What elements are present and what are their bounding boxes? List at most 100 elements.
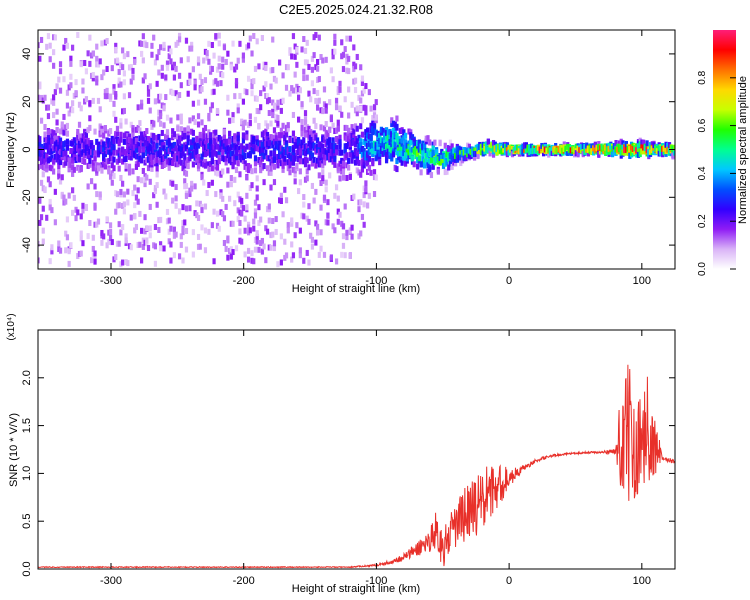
spectrogram-cell [131, 132, 135, 139]
spectrogram-cell [98, 141, 102, 148]
spectrogram-cell [295, 163, 299, 170]
spectrogram-cell [369, 169, 373, 176]
spectrogram-cell [265, 98, 270, 105]
spectrogram-cell [255, 95, 259, 102]
spectrogram-cell [203, 247, 208, 254]
spectrogram-cell [257, 220, 261, 227]
spectrogram-cell [88, 154, 92, 161]
spectrogram-cell [196, 233, 201, 240]
spectrogram-cell [367, 155, 371, 162]
spectrogram-x-label: Height of straight line (km) [292, 283, 420, 295]
spectrogram-cell [362, 155, 366, 162]
spectrogram-cell [623, 147, 627, 154]
spectrogram-cell [309, 232, 313, 239]
spectrogram-cell [286, 222, 290, 229]
spectrogram-cell [288, 49, 292, 56]
spectrogram-cell [222, 140, 227, 147]
spectrogram-cell [191, 115, 195, 122]
spectrogram-cell [114, 116, 118, 123]
spectrogram-cell [505, 151, 509, 158]
spectrogram-cell [103, 151, 107, 158]
spectrogram-cell [331, 142, 335, 149]
spectrogram-cell [348, 173, 352, 180]
spectrogram-cell [264, 140, 268, 147]
spectrogram-cell [336, 218, 340, 225]
spectrogram-cell [283, 254, 287, 261]
spectrogram-cell [119, 118, 123, 125]
snr-y-label: SNR (10 * V/V) [8, 413, 20, 487]
spectrogram-cell [314, 162, 318, 169]
spectrogram-cell [219, 140, 223, 147]
spectrogram-cell [52, 49, 56, 56]
spectrogram-cell [41, 148, 45, 155]
spectrogram-cell [91, 252, 95, 259]
spectrogram-cell [245, 192, 249, 199]
spectrogram-cell [174, 145, 178, 152]
spectrogram-cell [241, 56, 245, 63]
spectrogram-cell [265, 228, 270, 235]
spectrogram-cell [619, 138, 623, 145]
spectrogram-cell [243, 215, 247, 222]
spectrogram-cell [217, 154, 221, 161]
spectrogram-cell [535, 147, 539, 154]
spectrogram-cell [328, 99, 332, 106]
spectrogram-cell [140, 40, 144, 47]
spectrogram-cell [278, 197, 282, 204]
spectrogram-cell [145, 128, 149, 135]
spectrogram-cell [388, 149, 392, 156]
spectrogram-cell [241, 120, 245, 127]
spectrogram-cell [359, 230, 363, 237]
spectrogram-cell [119, 229, 123, 236]
spectrogram-cell [284, 149, 289, 156]
spectrogram-cell [269, 184, 273, 191]
spectrogram-cell [279, 132, 283, 139]
spectrogram-cell [243, 251, 247, 258]
spectrogram-cell [183, 178, 187, 185]
spectrogram-cell [469, 153, 473, 160]
spectrogram-cell [367, 192, 371, 199]
spectrogram-cell [345, 142, 349, 149]
spectrogram-cell [209, 106, 213, 113]
spectrogram-cell [155, 182, 159, 189]
spectrogram-y-tick-label: -20 [21, 189, 33, 205]
spectrogram-cell [340, 168, 344, 175]
spectrogram-cell [571, 146, 575, 153]
spectrogram-cell [53, 34, 57, 41]
spectrogram-cell [100, 146, 104, 153]
spectrogram-cell [664, 148, 668, 155]
spectrogram-cell [102, 153, 106, 160]
spectrogram-cell [486, 147, 490, 154]
spectrogram-cell [214, 166, 218, 173]
spectrogram-cell [203, 77, 208, 84]
spectrogram-cell [421, 143, 425, 150]
spectrogram-cell [83, 152, 87, 159]
spectrogram-cell [152, 192, 156, 199]
spectrogram-cell [307, 164, 311, 171]
spectrogram-cell [141, 77, 145, 84]
spectrogram-cell [74, 140, 78, 147]
spectrogram-cell [86, 50, 90, 57]
spectrogram-cell [381, 150, 385, 157]
spectrogram-cell [174, 195, 178, 202]
spectrogram-cell [81, 142, 85, 149]
spectrogram-cell [165, 146, 170, 153]
spectrogram-cell [84, 96, 89, 103]
spectrogram-cell [307, 218, 311, 225]
spectrogram-cell [283, 155, 287, 162]
spectrogram-cell [91, 50, 95, 57]
spectrogram-cell [272, 240, 277, 247]
spectrogram-cell [196, 243, 201, 250]
spectrogram-cell [138, 120, 142, 127]
spectrogram-cell [76, 209, 80, 216]
spectrogram-cell [426, 148, 430, 155]
spectrogram-cell [219, 80, 223, 87]
spectrogram-cell [319, 54, 323, 61]
spectrogram-cell [127, 133, 132, 140]
spectrogram-cell [183, 127, 187, 134]
spectrogram-cell [322, 148, 327, 155]
spectrogram-cell [186, 125, 190, 132]
spectrogram-cell [108, 153, 113, 160]
spectrogram-cell [64, 150, 68, 157]
spectrogram-cell [429, 151, 434, 158]
spectrogram-cell [122, 156, 126, 163]
